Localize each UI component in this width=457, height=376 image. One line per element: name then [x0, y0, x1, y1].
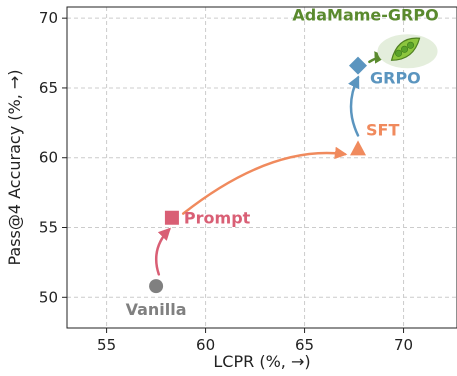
transition-arrow [348, 75, 360, 137]
pea-pod-icon [377, 34, 438, 69]
transition-arrow [181, 146, 348, 215]
point-label: Vanilla [126, 300, 187, 319]
ticks: 55 60 65 70 50 55 60 65 70 [39, 9, 413, 354]
y-tick-label: 70 [39, 9, 58, 27]
point-label: SFT [366, 120, 399, 139]
point-marker-sft [350, 140, 367, 156]
y-tick-label: 65 [39, 79, 58, 97]
y-tick-label: 60 [39, 149, 58, 167]
x-tick-label: 65 [295, 336, 314, 354]
x-tick-label: 70 [394, 336, 413, 354]
pea [407, 41, 415, 49]
plot-frame [66, 6, 457, 329]
pea [401, 45, 409, 53]
markers [149, 34, 438, 294]
point-marker-prompt [164, 210, 179, 225]
transition-arrow [155, 227, 171, 276]
arrows [155, 51, 388, 276]
point-label: AdaMame-GRPO [292, 5, 438, 24]
y-tick-label: 50 [39, 288, 58, 306]
pea [395, 49, 403, 57]
x-tick-label: 55 [97, 336, 116, 354]
x-axis-title: LCPR (%, →) [213, 352, 310, 371]
y-axis-title: Pass@4 Accuracy (%, →) [5, 69, 24, 265]
point-labels: Vanilla Prompt SFT GRPO AdaMame-GRPO [126, 5, 439, 319]
x-tick-label: 60 [196, 336, 215, 354]
point-label: GRPO [370, 69, 421, 88]
point-marker-grpo [349, 56, 368, 75]
grid [67, 7, 457, 328]
y-tick-label: 55 [39, 219, 58, 237]
point-marker-vanilla [149, 279, 164, 294]
point-label: Prompt [184, 209, 251, 228]
